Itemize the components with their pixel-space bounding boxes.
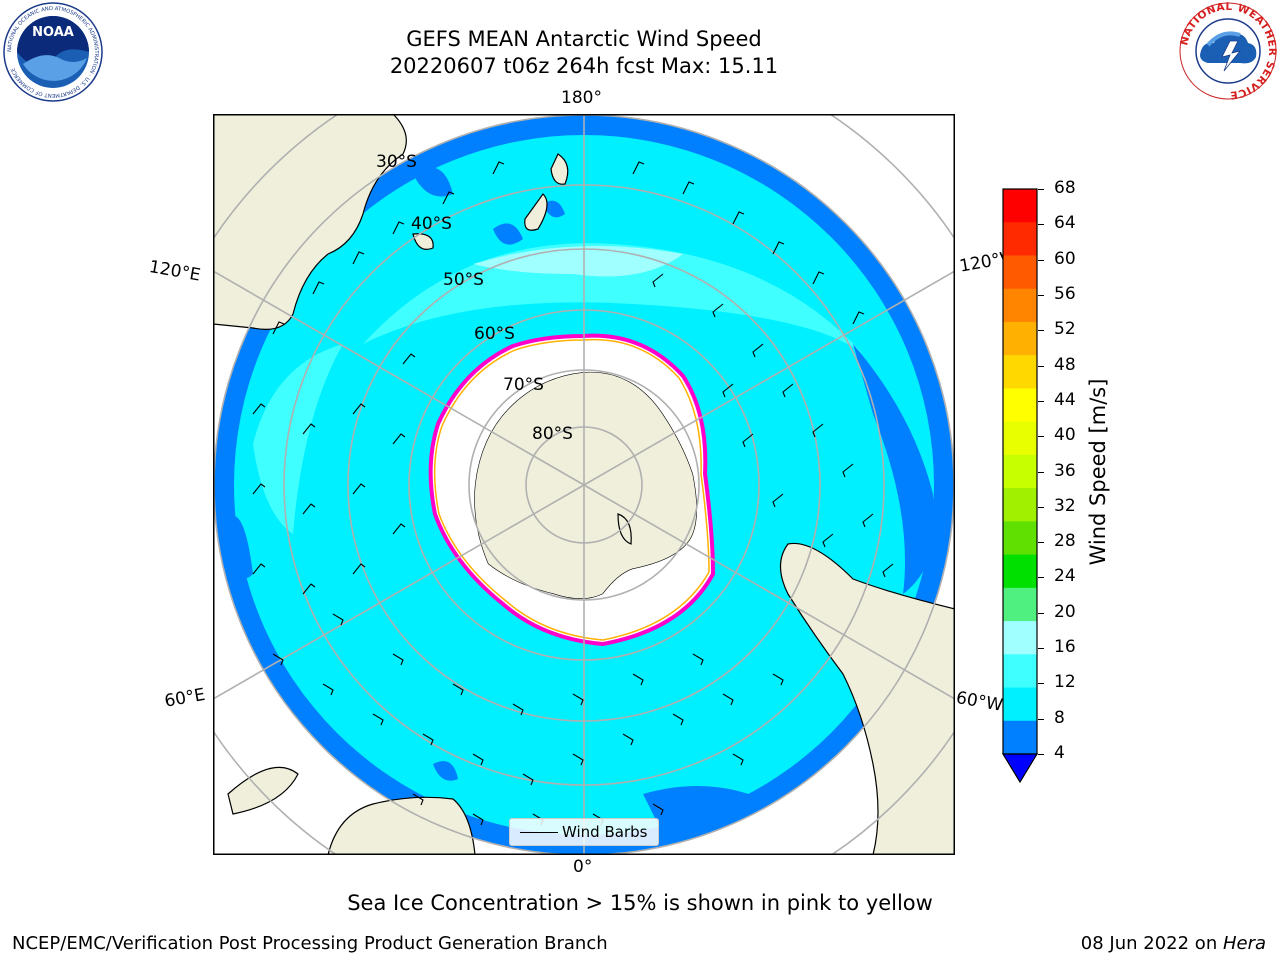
africa-land — [327, 796, 476, 855]
madagascar-land — [227, 766, 299, 815]
colorbar-tick-label: 40 — [1054, 425, 1076, 446]
nws-logo: NATIONAL WEATHER SERVICE — [1178, 1, 1278, 101]
lat-label-30s: 30°S — [376, 152, 417, 172]
colorbar-tick-mark — [1038, 471, 1044, 473]
lat-label-40s: 40°S — [411, 214, 452, 234]
meridian-label-0: 0° — [573, 857, 593, 877]
colorbar-swatches — [1001, 188, 1039, 784]
noaa-logo: NOAA NATIONAL OCEANIC AND ATMOSPHERIC AD… — [3, 2, 103, 102]
colorbar-tick-label: 4 — [1054, 743, 1065, 763]
meridian-label-60e: 60°E — [163, 684, 207, 712]
colorbar-bin — [1003, 189, 1037, 223]
tasmania-land — [412, 233, 434, 250]
colorbar-tick-mark — [1038, 577, 1044, 579]
colorbar-tick-label: 24 — [1054, 566, 1076, 587]
colorbar-bin — [1003, 454, 1037, 489]
lat-label-80s: 80°S — [532, 424, 573, 444]
colorbar-bin — [1003, 521, 1037, 556]
colorbar-bin — [1003, 321, 1037, 356]
footer-host: Hera — [1222, 933, 1266, 954]
meridian-label-120e: 120°E — [147, 257, 202, 286]
australia-land — [213, 114, 407, 330]
colorbar-tick-label: 8 — [1054, 707, 1065, 728]
polar-map — [213, 114, 955, 855]
colorbar-tick-label: 36 — [1054, 460, 1076, 481]
colorbar-tick-label: 68 — [1054, 178, 1076, 198]
colorbar-bin — [1003, 421, 1037, 456]
map-title-line2: 20220607 t06z 264h fcst Max: 15.11 — [389, 54, 779, 78]
colorbar-tick-mark — [1038, 400, 1044, 402]
colorbar-tick-label: 32 — [1054, 495, 1076, 516]
colorbar-bin — [1003, 720, 1037, 755]
colorbar-tick-mark — [1038, 612, 1044, 614]
wind-barbs-legend: Wind Barbs — [509, 818, 659, 846]
map-frame: 30°S 40°S 50°S 60°S 70°S 80°S Wind Barbs — [213, 114, 955, 855]
noaa-logo-text: NOAA — [32, 25, 74, 40]
new-zealand-south-island — [524, 193, 548, 231]
colorbar-tick-label: 60 — [1054, 248, 1076, 269]
colorbar-bin — [1003, 621, 1037, 655]
colorbar-tick-label: 64 — [1054, 213, 1076, 234]
colorbar-tick-mark — [1038, 224, 1044, 226]
lat-label-50s: 50°S — [443, 270, 484, 290]
colorbar-tick-label: 44 — [1054, 389, 1076, 410]
colorbar-tick-mark — [1038, 189, 1044, 190]
legend-line-swatch — [520, 832, 558, 833]
colorbar-tick-mark — [1038, 365, 1044, 367]
colorbar-tick-mark — [1038, 506, 1044, 508]
colorbar-bin — [1003, 687, 1037, 722]
colorbar-tick-label: 16 — [1054, 637, 1076, 658]
colorbar-tick-label: 28 — [1054, 531, 1076, 552]
sea-ice — [430, 335, 713, 644]
colorbar-tick-label: 12 — [1054, 672, 1076, 693]
colorbar-bin — [1003, 355, 1037, 389]
wind-barbs — [252, 161, 894, 826]
colorbar-tick-mark — [1038, 330, 1044, 332]
colorbar-tick-mark — [1038, 542, 1044, 544]
meridian-label-60w: 60°W — [954, 688, 1005, 716]
colorbar-tick-mark — [1038, 436, 1044, 438]
colorbar-tick-label: 20 — [1054, 601, 1076, 622]
colorbar-bin — [1003, 654, 1037, 689]
colorbar-bin — [1003, 255, 1037, 290]
sea-ice-edge — [428, 333, 716, 647]
colorbar-tick-mark — [1038, 718, 1044, 720]
colorbar-bin — [1003, 222, 1037, 256]
footer-date: 08 Jun 2022 on Hera — [1081, 933, 1266, 954]
sea-ice-note: Sea Ice Concentration > 15% is shown in … — [347, 891, 933, 915]
colorbar-extend — [1001, 753, 1039, 784]
meridian-label-180: 180° — [561, 88, 602, 108]
colorbar-tick-label: 56 — [1054, 283, 1076, 304]
map-title-line1: GEFS MEAN Antarctic Wind Speed — [406, 27, 762, 51]
colorbar-bin — [1003, 587, 1037, 622]
new-zealand-north-island — [550, 153, 569, 185]
colorbar-label: Wind Speed [m/s] — [1086, 378, 1110, 566]
south-america-land — [779, 542, 955, 855]
colorbar-bin — [1003, 388, 1037, 423]
colorbar-outline — [1002, 188, 1038, 755]
legend-label: Wind Barbs — [562, 823, 648, 841]
colorbar-bin — [1003, 488, 1037, 522]
colorbar-tick-label: 48 — [1054, 354, 1076, 375]
colorbar-tick-mark — [1038, 754, 1044, 755]
footer-date-text: 08 Jun 2022 on — [1080, 933, 1223, 954]
colorbar-tick-mark — [1038, 294, 1044, 296]
colorbar-tick-mark — [1038, 259, 1044, 261]
colorbar-tick-mark — [1038, 648, 1044, 650]
colorbar-tick-mark — [1038, 683, 1044, 685]
lat-label-70s: 70°S — [503, 375, 544, 395]
lat-label-60s: 60°S — [474, 324, 515, 344]
colorbar-bin — [1003, 554, 1037, 589]
colorbar — [1001, 188, 1039, 784]
colorbar-bin — [1003, 288, 1037, 323]
footer-branch: NCEP/EMC/Verification Post Processing Pr… — [12, 933, 608, 954]
meridian-lines — [213, 114, 955, 855]
colorbar-tick-label: 52 — [1054, 319, 1076, 340]
